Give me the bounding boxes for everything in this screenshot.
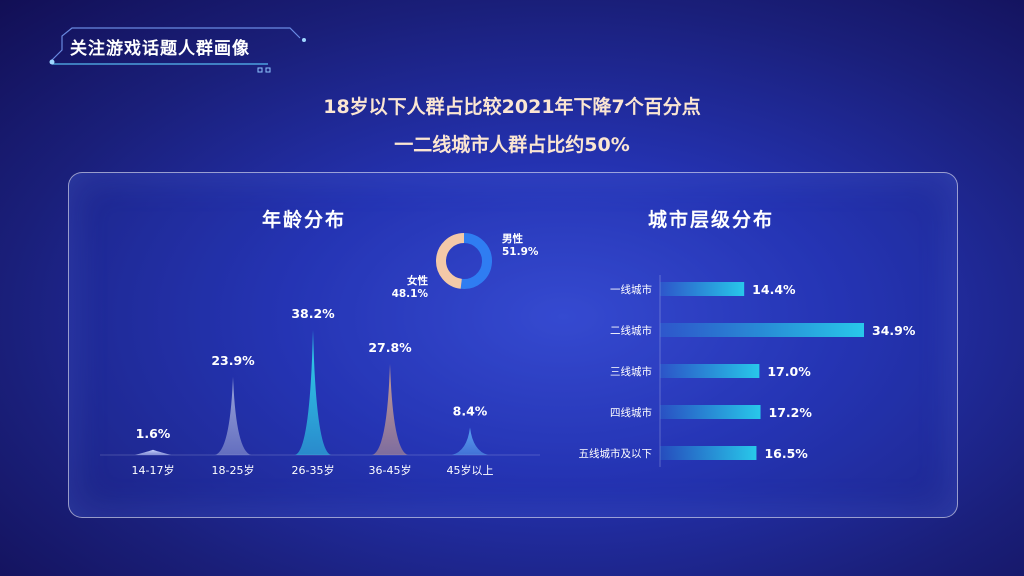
city-bar-3: [660, 405, 761, 419]
city-bar-4: [660, 446, 757, 460]
age-peak-2: [295, 330, 331, 455]
age-category-label-3: 36-45岁: [369, 463, 412, 477]
age-chart-title: 年龄分布: [262, 209, 347, 231]
city-value-label-3: 17.2%: [769, 405, 813, 420]
city-bar-1: [660, 323, 864, 337]
age-category-label-0: 14-17岁: [132, 463, 175, 477]
donut-category-label-0: 男性: [502, 232, 523, 245]
city-category-label-0: 一线城市: [610, 283, 652, 296]
city-category-label-2: 三线城市: [610, 365, 652, 378]
city-bar-0: [660, 282, 745, 296]
age-category-label-1: 18-25岁: [212, 463, 255, 477]
age-peak-4: [452, 427, 488, 455]
city-category-label-3: 四线城市: [610, 406, 652, 419]
age-value-label-2: 38.2%: [291, 306, 335, 321]
age-value-label-4: 8.4%: [453, 404, 488, 419]
city-chart-title: 城市层级分布: [648, 209, 775, 231]
headline-primary: 18岁以下人群占比较2021年下降7个百分点: [323, 96, 701, 118]
age-category-label-4: 45岁以上: [447, 463, 494, 477]
donut-slice-0: [460, 233, 492, 289]
donut-value-label-1: 48.1%: [392, 288, 429, 300]
page-header-title: 关注游戏话题人群画像: [70, 39, 250, 59]
chart-panel: [68, 172, 958, 518]
city-value-label-2: 17.0%: [767, 364, 811, 379]
age-value-label-0: 1.6%: [136, 426, 171, 441]
city-category-label-4: 五线城市及以下: [579, 447, 653, 460]
city-value-label-1: 34.9%: [872, 323, 916, 338]
donut-value-label-0: 51.9%: [502, 246, 539, 258]
age-category-label-2: 26-35岁: [292, 463, 335, 477]
donut-slice-1: [436, 233, 465, 289]
age-value-label-1: 23.9%: [211, 353, 255, 368]
city-bar-2: [660, 364, 760, 378]
city-category-label-1: 二线城市: [610, 324, 652, 337]
age-peak-3: [372, 364, 408, 455]
donut-category-label-1: 女性: [407, 274, 428, 287]
headline-secondary: 一二线城市人群占比约50%: [394, 134, 630, 156]
age-peak-1: [215, 376, 251, 455]
age-peak-0: [135, 449, 171, 455]
city-value-label-0: 14.4%: [752, 282, 796, 297]
age-value-label-3: 27.8%: [368, 340, 412, 355]
city-value-label-4: 16.5%: [764, 446, 808, 461]
